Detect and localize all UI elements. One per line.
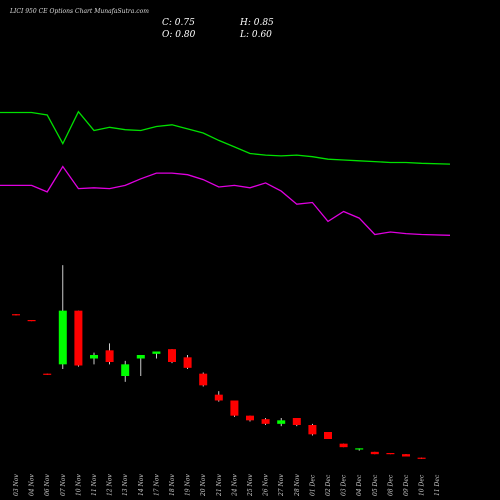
- x-tick-label: 05 Dec: [372, 474, 379, 496]
- candle-body: [402, 454, 410, 457]
- ma-line-1: [0, 110, 451, 165]
- candle-11-nov: [90, 352, 98, 365]
- candle-04-dec: [355, 448, 364, 451]
- candle-body: [43, 373, 52, 375]
- x-tick-label: 20 Nov: [200, 474, 207, 497]
- candle-04-nov: [27, 320, 36, 322]
- candle-07-nov: [58, 265, 67, 369]
- x-tick-label: 11 Dec: [434, 474, 441, 496]
- candle-body: [199, 373, 208, 386]
- candle-25-nov: [246, 415, 254, 422]
- candle-17-nov: [152, 351, 161, 359]
- candle-body: [292, 418, 301, 425]
- low-value: L: 0.60: [240, 30, 272, 40]
- candle-body: [308, 425, 317, 435]
- x-tick-label: 12 Nov: [107, 474, 114, 496]
- x-tick-label: 13 Nov: [122, 474, 129, 496]
- candle-10-dec: [417, 457, 426, 459]
- x-tick-label: 28 Nov: [294, 474, 301, 497]
- candle-body: [168, 349, 176, 362]
- chart-title: LICI 950 CE Options Chart MunafaSutra.co…: [10, 8, 149, 15]
- x-tick-label: 09 Dec: [403, 474, 410, 496]
- candle-body: [121, 364, 130, 376]
- candle-body: [417, 457, 426, 459]
- candle-body: [370, 451, 379, 455]
- x-tick-label: 17 Nov: [153, 474, 160, 496]
- candle-body: [183, 357, 192, 368]
- candle-body: [339, 443, 348, 448]
- candle-05-dec: [370, 451, 379, 455]
- x-tick-label: 11 Nov: [91, 474, 98, 496]
- candle-20-nov: [199, 372, 208, 387]
- candle-body: [324, 432, 332, 439]
- candle-10-nov: [74, 310, 83, 367]
- candle-body: [12, 314, 20, 316]
- x-tick-label: 14 Nov: [138, 474, 145, 496]
- candle-12-nov: [105, 343, 114, 365]
- x-tick-label: 21 Nov: [216, 474, 223, 497]
- candle-09-dec: [402, 454, 410, 457]
- x-tick-label: 08 Dec: [387, 474, 394, 496]
- x-axis-labels: 03 Nov 04 Nov 06 Nov 07 Nov 10 Nov 11 Nov 12 N…: [13, 474, 441, 497]
- moving-average-layer: [0, 110, 451, 236]
- candle-02-dec: [324, 432, 332, 439]
- candle-08-dec: [386, 453, 395, 455]
- ma-line-2: [0, 165, 451, 236]
- candle-03-nov: [12, 314, 20, 316]
- x-tick-label: 10 Nov: [75, 474, 82, 496]
- candle-24-nov: [230, 400, 239, 417]
- x-tick-label: 01 Dec: [309, 474, 316, 496]
- candle-19-nov: [183, 355, 192, 369]
- candle-13-nov: [121, 360, 130, 382]
- candle-body: [74, 310, 83, 366]
- x-tick-label: 26 Nov: [263, 474, 270, 497]
- candle-body: [105, 350, 114, 362]
- x-tick-label: 04 Dec: [356, 474, 363, 496]
- open-value: O: 0.80: [162, 30, 196, 40]
- candle-body: [386, 453, 395, 455]
- x-tick-label: 07 Nov: [60, 474, 67, 496]
- x-tick-label: 06 Nov: [44, 474, 51, 496]
- candle-28-nov: [292, 418, 301, 427]
- candle-layer: [12, 265, 426, 459]
- candle-body: [58, 310, 67, 365]
- candle-body: [355, 448, 364, 450]
- candle-01-dec: [308, 423, 317, 436]
- x-tick-label: 25 Nov: [247, 474, 254, 497]
- candle-body: [90, 355, 98, 359]
- x-tick-label: 24 Nov: [231, 474, 238, 497]
- candle-body: [261, 419, 270, 424]
- close-value: C: 0.75: [162, 18, 195, 28]
- candle-26-nov: [261, 418, 270, 425]
- candle-14-nov: [136, 355, 145, 376]
- candle-body: [27, 320, 36, 322]
- candle-body: [152, 351, 161, 354]
- x-tick-label: 03 Dec: [341, 474, 348, 496]
- candle-body: [246, 415, 254, 421]
- candle-27-nov: [277, 418, 286, 427]
- x-tick-label: 02 Dec: [325, 474, 332, 496]
- candle-06-nov: [43, 373, 52, 375]
- candle-18-nov: [168, 349, 176, 364]
- x-tick-label: 18 Nov: [169, 474, 176, 496]
- x-tick-label: 19 Nov: [185, 474, 192, 496]
- candle-03-dec: [339, 443, 348, 448]
- candle-body: [230, 400, 239, 416]
- x-tick-label: 10 Dec: [419, 474, 426, 496]
- candle-body: [214, 394, 223, 401]
- x-tick-label: 04 Nov: [29, 474, 36, 496]
- x-tick-label: 27 Nov: [278, 474, 285, 497]
- candle-body: [136, 355, 145, 359]
- candle-21-nov: [214, 391, 223, 402]
- candle-body: [277, 420, 286, 424]
- x-tick-label: 03 Nov: [13, 474, 20, 496]
- high-value: H: 0.85: [240, 18, 274, 28]
